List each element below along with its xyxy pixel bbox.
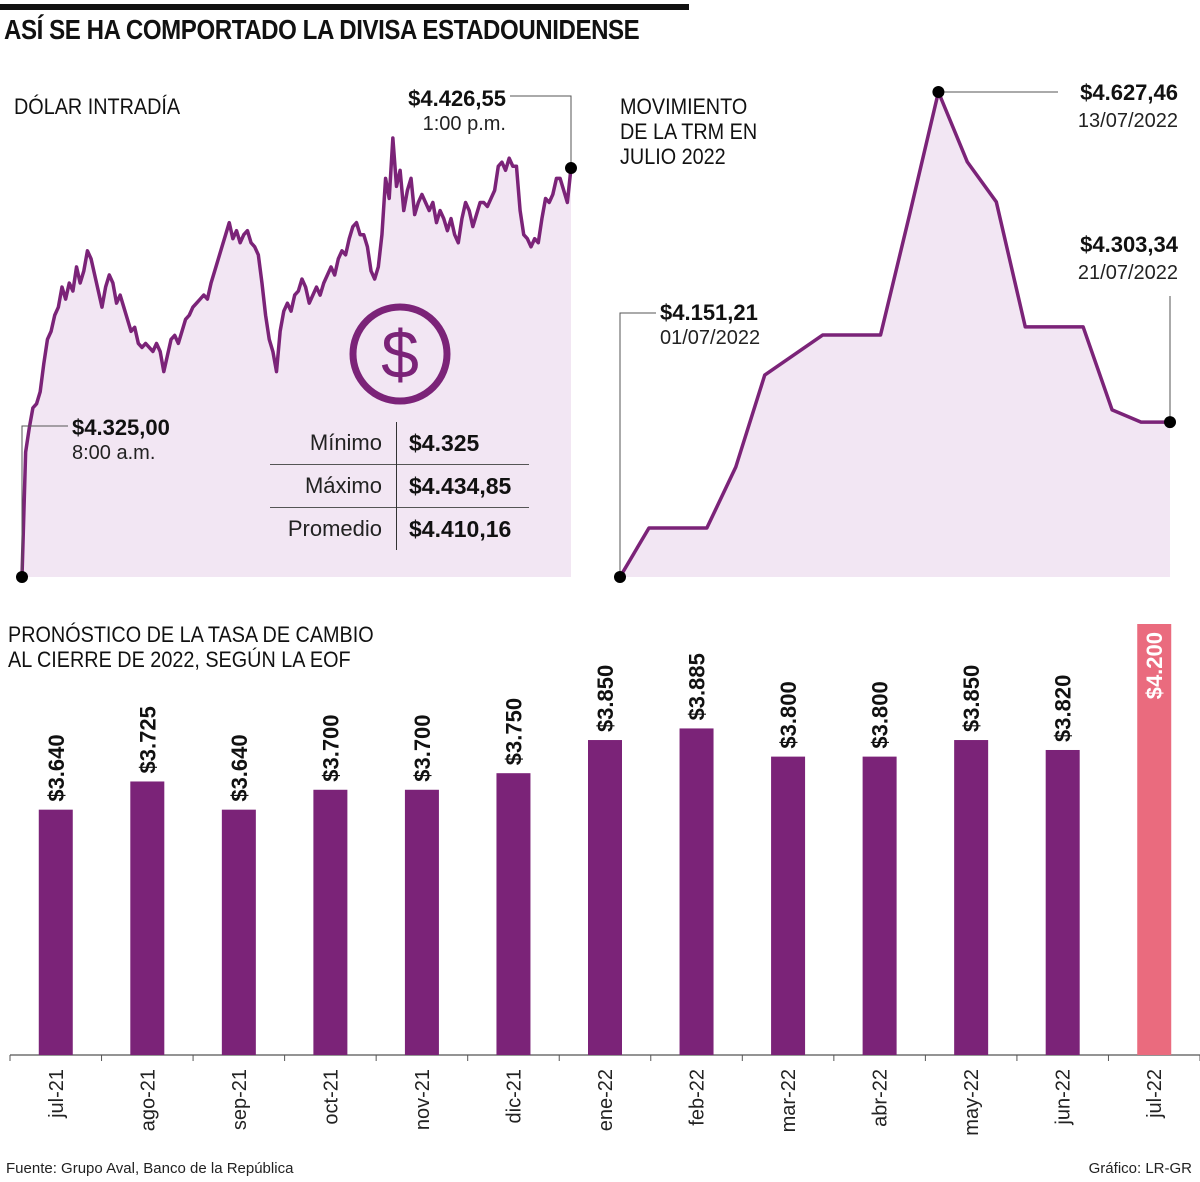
bar-value-label: $3.700	[318, 714, 343, 781]
x-tick-label: may-22	[961, 1069, 983, 1136]
x-tick-label: mar-22	[778, 1069, 800, 1132]
trm-end-value: $4.303,34	[1080, 232, 1178, 257]
bar-value-label: $3.725	[135, 706, 160, 773]
intraday-end-time: 1:00 p.m.	[422, 113, 506, 135]
x-tick-label: nov-21	[412, 1069, 434, 1130]
stat-label: Mínimo	[270, 422, 397, 465]
forecast-title-line: PRONÓSTICO DE LA TASA DE CAMBIO	[8, 622, 374, 647]
x-tick-label: jun-22	[1053, 1069, 1075, 1126]
bar-value-label: $3.800	[776, 681, 801, 748]
trm-title: MOVIMIENTO DE LA TRM EN JULIO 2022	[620, 94, 757, 169]
stats-row-avg: Promedio $4.410,16	[270, 507, 529, 550]
svg-text:$: $	[381, 317, 419, 393]
x-tick-label: ago-21	[137, 1069, 159, 1131]
dollar-circle-icon: $	[349, 303, 451, 405]
bar-value-label: $4.200	[1142, 632, 1167, 699]
bar	[771, 756, 806, 1055]
stat-value: $4.434,85	[396, 464, 529, 508]
stat-value: $4.325	[409, 429, 480, 456]
bar	[954, 740, 989, 1055]
bar	[38, 809, 73, 1055]
bar	[313, 789, 348, 1055]
forecast-title: PRONÓSTICO DE LA TASA DE CAMBIO AL CIERR…	[8, 622, 374, 672]
credit-note: Gráfico: LR-GR	[1088, 1160, 1192, 1177]
stat-label: Promedio	[270, 507, 397, 550]
bar-value-label: $3.820	[1051, 675, 1076, 742]
stats-row-min: Mínimo $4.325	[270, 422, 529, 465]
trm-title-line: DE LA TRM EN	[620, 119, 758, 144]
bar-value-label: $3.850	[593, 665, 618, 732]
bar	[588, 740, 622, 1055]
intraday-end-leader	[510, 95, 572, 169]
trm-line	[618, 90, 1170, 578]
x-tick-label: abr-22	[870, 1069, 892, 1127]
stat-label: Máximo	[270, 464, 397, 508]
forecast-bar-chart: $3.640 jul-21 $3.725 ago-21 $3.640 sep-21 $3.7…	[9, 624, 1200, 1136]
stat-value: $4.410,16	[396, 507, 529, 550]
trm-start-leader	[619, 312, 656, 577]
intraday-start-time: 8:00 a.m.	[72, 442, 156, 464]
intraday-stats-table: Mínimo $4.325 Máximo $4.434,85 Promedio …	[270, 422, 529, 550]
trm-title-line: MOVIMIENTO	[620, 94, 748, 119]
intraday-start-value: $4.325,00	[72, 415, 170, 440]
bar	[496, 773, 531, 1055]
x-tick-label: jul-22	[1144, 1069, 1166, 1119]
bar-value-label: $3.640	[44, 734, 69, 801]
trm-start-date: 01/07/2022	[660, 327, 761, 349]
stats-row-max: Máximo $4.434,85	[270, 464, 529, 508]
trm-end-date: 21/07/2022	[1077, 262, 1178, 284]
bar	[221, 809, 256, 1055]
bar	[862, 756, 897, 1055]
bar-highlight	[1137, 624, 1172, 1055]
x-tick-label: ene-22	[595, 1069, 617, 1131]
bar-value-label: $3.700	[410, 714, 435, 781]
trm-chart	[614, 86, 1176, 583]
trm-title-line: JULIO 2022	[620, 144, 726, 169]
x-tick-label: dic-21	[503, 1069, 525, 1123]
bar	[679, 728, 714, 1055]
page-title: ASÍ SE HA COMPORTADO LA DIVISA ESTADOUNI…	[4, 14, 640, 45]
x-tick-label: oct-21	[320, 1069, 342, 1125]
trm-end-marker	[1164, 416, 1176, 429]
intraday-end-marker	[565, 162, 577, 175]
bar	[1045, 749, 1080, 1055]
x-tick-label: jul-21	[46, 1069, 68, 1119]
bar-value-label: $3.850	[959, 665, 984, 732]
bar-value-label: $3.640	[227, 734, 252, 801]
trm-start-value: $4.151,21	[660, 300, 758, 325]
intraday-start-leader	[21, 425, 68, 577]
bar-value-label: $3.800	[868, 681, 893, 748]
trm-start-marker	[614, 571, 626, 583]
bar-value-label: $3.750	[501, 698, 526, 765]
intraday-start-marker	[16, 571, 28, 583]
intraday-end-value: $4.426,55	[408, 86, 506, 111]
source-note: Fuente: Grupo Aval, Banco de la Repúblic…	[6, 1160, 294, 1177]
trm-max-marker	[932, 86, 945, 98]
trm-area	[620, 92, 1170, 577]
forecast-title-line: AL CIERRE DE 2022, SEGÚN LA EOF	[8, 647, 351, 672]
x-tick-label: sep-21	[229, 1069, 251, 1130]
intraday-line	[20, 136, 573, 578]
title-rule	[0, 4, 689, 10]
bar-value-label: $3.885	[685, 653, 710, 720]
x-tick-label: feb-22	[687, 1069, 709, 1126]
intraday-title: DÓLAR INTRADÍA	[14, 94, 181, 119]
bar	[130, 781, 165, 1055]
trm-max-value: $4.627,46	[1080, 80, 1178, 105]
trm-max-date: 13/07/2022	[1077, 110, 1178, 132]
bar	[404, 789, 439, 1055]
